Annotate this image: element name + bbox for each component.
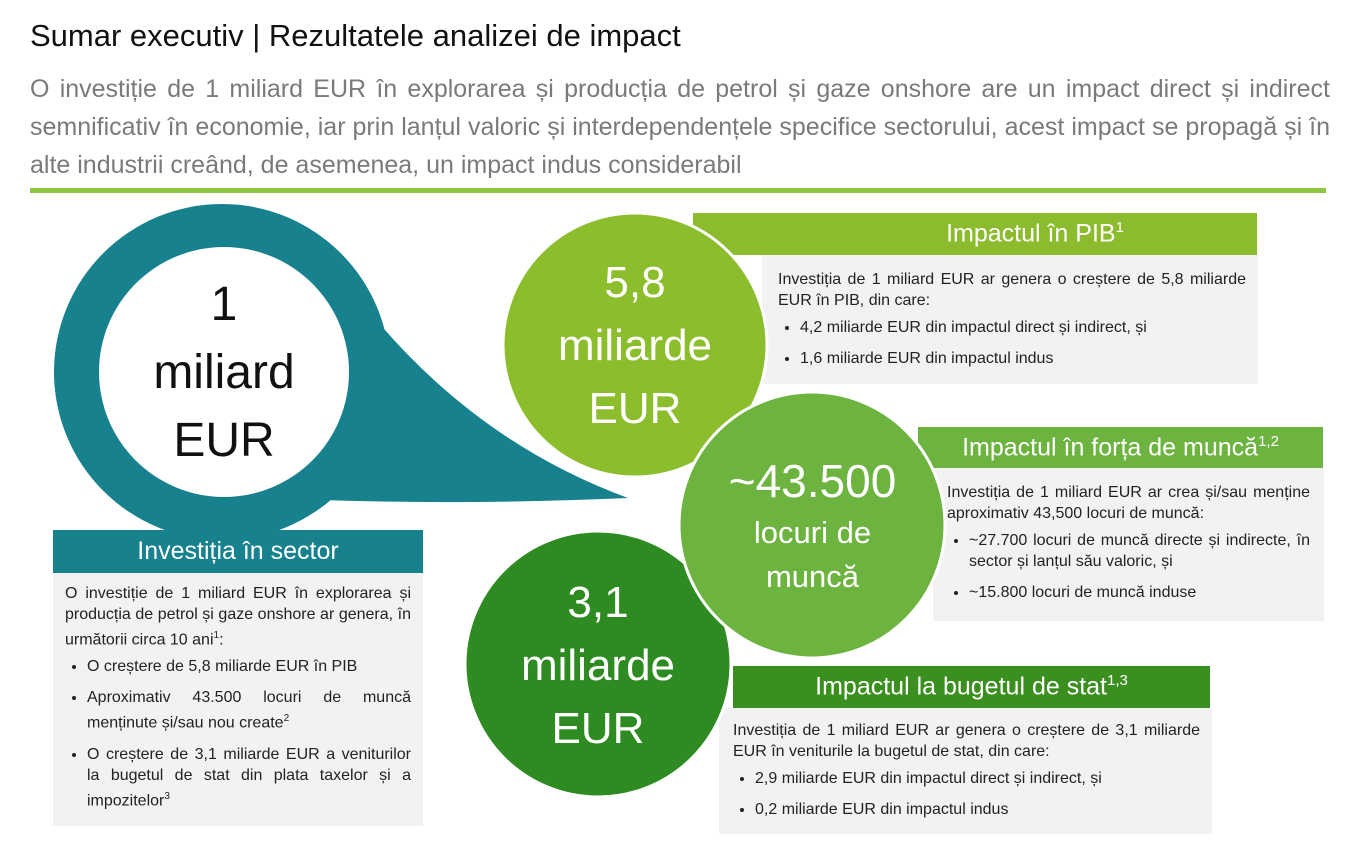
bullet: ~15.800 locuri de muncă induse xyxy=(969,582,1310,603)
box-body: Investiția de 1 miliard EUR ar crea și/s… xyxy=(933,468,1324,621)
circle-line: ~43.500 xyxy=(728,455,897,507)
bullet-text: ~27.700 locuri de muncă directe și indir… xyxy=(969,532,1310,570)
bullet-list: ~27.700 locuri de muncă directe și indir… xyxy=(947,530,1310,603)
box-title: Impactul la bugetul de stat1,3 xyxy=(733,666,1210,708)
circle-line: EUR xyxy=(588,383,682,433)
bullet-text: 2,9 miliarde EUR din impactul direct și … xyxy=(755,770,1102,787)
circle-line: 5,8 xyxy=(604,257,666,307)
jobs-circle-text: ~43.500 locuri de muncă xyxy=(700,450,925,600)
rule xyxy=(30,188,1326,193)
bullet: 4,2 miliarde EUR din impactul direct și … xyxy=(800,317,1246,338)
footnote: 1 xyxy=(1115,219,1124,237)
intro-text: O investiție de 1 miliard EUR în explora… xyxy=(65,585,411,649)
bubble-line: EUR xyxy=(173,413,275,467)
box-body: O investiție de 1 miliard EUR în explora… xyxy=(53,573,423,826)
circle-line: miliarde xyxy=(520,640,676,690)
bullet-list: 4,2 miliarde EUR din impactul direct și … xyxy=(778,317,1246,369)
box-title-text: Impactul în forța de muncă1,2 xyxy=(962,433,1279,462)
bullet-list: O creștere de 5,8 miliarde EUR în PIB Apr… xyxy=(65,656,411,811)
footnote: 3 xyxy=(164,790,170,802)
intro: Investiția de 1 miliard EUR ar crea și/s… xyxy=(947,484,1310,522)
title-text: Impactul în PIB xyxy=(946,219,1116,248)
bullet: 1,6 miliarde EUR din impactul indus xyxy=(800,348,1246,369)
box-body: Investiția de 1 miliard EUR ar genera o … xyxy=(762,255,1258,384)
title-text: Impactul la bugetul de stat xyxy=(815,672,1107,701)
bullet: Aproximativ 43.500 locuri de muncă menți… xyxy=(87,687,411,733)
footnote: 1 xyxy=(213,630,220,641)
bullet-text: ~15.800 locuri de muncă induse xyxy=(969,584,1197,601)
bullet-text: 1,6 miliarde EUR din impactul indus xyxy=(800,350,1054,367)
box-title-text: Impactul la bugetul de stat1,3 xyxy=(815,672,1128,701)
circle-line: muncă xyxy=(765,559,860,594)
intro: O investiție de 1 miliard EUR în explora… xyxy=(65,583,411,650)
box-title: Investiția în sector xyxy=(53,530,423,573)
title-text: Impactul în forța de muncă xyxy=(962,433,1259,462)
footnote: 2 xyxy=(283,713,290,725)
intro: Investiția de 1 miliard EUR ar genera o … xyxy=(778,271,1246,309)
intro-tail: : xyxy=(219,631,224,649)
box-title-text: Impactul în PIB1 xyxy=(826,219,1124,248)
box-body: Investiția de 1 miliard EUR ar genera o … xyxy=(719,708,1212,834)
circle-line: 3,1 xyxy=(567,577,629,627)
bullet: O creștere de 5,8 miliarde EUR în PIB xyxy=(87,656,411,677)
footnote: 1,2 xyxy=(1258,432,1279,450)
bullet: 2,9 miliarde EUR din impactul direct și … xyxy=(755,768,1200,789)
bullet-text: Aproximativ 43.500 locuri de muncă menți… xyxy=(87,689,411,732)
bullet-list: 2,9 miliarde EUR din impactul direct și … xyxy=(733,768,1200,820)
bullet: O creștere de 3,1 miliarde EUR a venitur… xyxy=(87,744,411,811)
bullet-text: 4,2 miliarde EUR din impactul direct și … xyxy=(800,319,1147,336)
circle-line: miliarde xyxy=(557,320,713,370)
budget-circle-text: 3,1 miliarde EUR xyxy=(498,570,698,760)
subtitle: O investiție de 1 miliard EUR în explora… xyxy=(30,75,1330,179)
bullet-text: O creștere de 3,1 miliarde EUR a venitur… xyxy=(87,745,411,809)
bullet: 0,2 miliarde EUR din impactul indus xyxy=(755,799,1200,820)
bubble-text: 1 miliard EUR xyxy=(99,250,349,495)
bullet: ~27.700 locuri de muncă directe și indir… xyxy=(969,530,1310,572)
bullet-text: O creștere de 5,8 miliarde EUR în PIB xyxy=(87,658,358,676)
bubble-line: miliard xyxy=(153,345,295,399)
circle-line: locuri de xyxy=(753,515,872,550)
bubble-line: 1 xyxy=(210,277,238,331)
bullet-text: 0,2 miliarde EUR din impactul indus xyxy=(755,801,1009,818)
gdp-circle-text: 5,8 miliarde EUR xyxy=(535,250,735,440)
box-title: Impactul în PIB1 xyxy=(693,213,1257,255)
intro: Investiția de 1 miliard EUR ar genera o … xyxy=(733,722,1200,760)
title: Sumar executiv | Rezultatele analizei de… xyxy=(30,18,681,53)
circle-line: EUR xyxy=(551,703,645,753)
box-title: Impactul în forța de muncă1,2 xyxy=(918,427,1323,468)
footnote: 1,3 xyxy=(1107,672,1128,690)
box-title-text: Investiția în sector xyxy=(137,537,339,565)
